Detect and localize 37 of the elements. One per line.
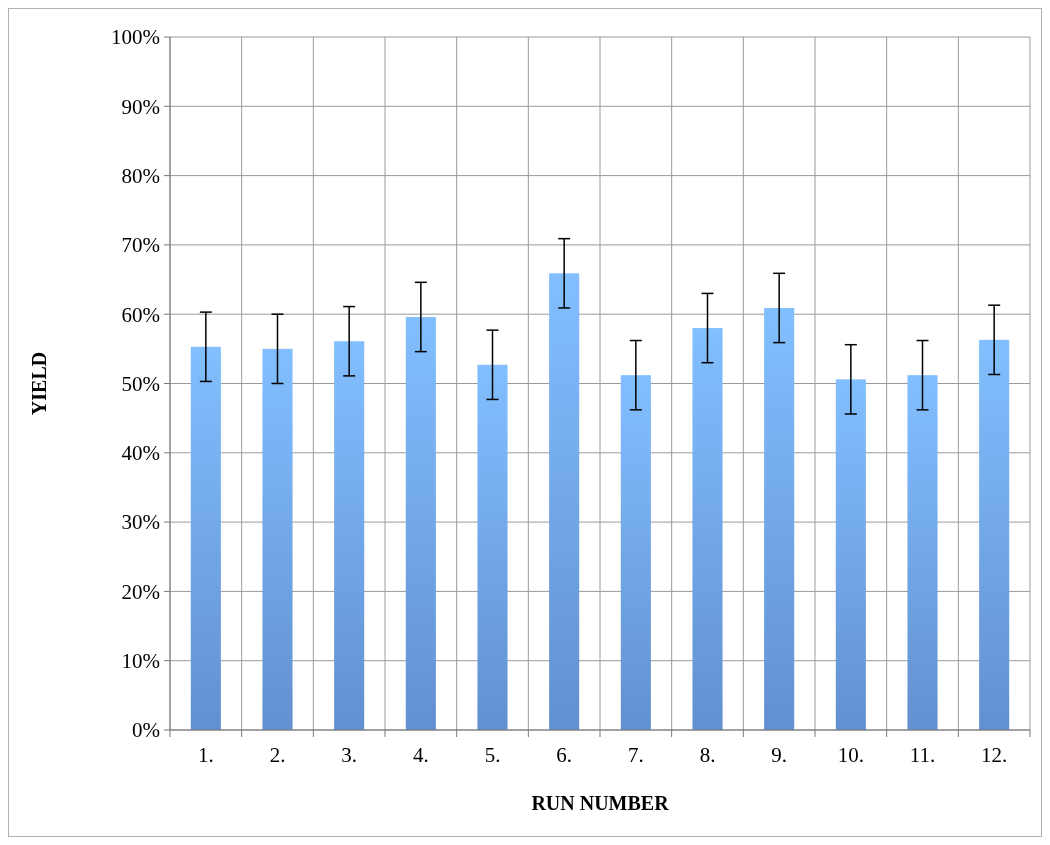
bar — [835, 379, 866, 730]
x-tick-label: 3. — [341, 743, 358, 767]
x-tick-label: 8. — [699, 743, 716, 767]
bar — [477, 364, 508, 730]
y-tick-label: 60% — [121, 302, 160, 327]
y-tick-label: 90% — [121, 94, 160, 119]
x-tick-label: 6. — [556, 743, 573, 767]
y-axis-title: YIELD — [28, 351, 50, 416]
x-tick-label: 12. — [981, 743, 1008, 767]
y-tick-label: 40% — [121, 441, 160, 466]
y-tick-label: 10% — [121, 649, 160, 674]
x-tick-label: 7. — [627, 743, 644, 767]
x-tick-label: 10. — [837, 743, 864, 767]
x-tick-label: 1. — [197, 743, 214, 767]
bar — [405, 316, 436, 730]
x-tick-label: 2. — [269, 743, 286, 767]
bar — [907, 375, 938, 730]
bar — [620, 375, 651, 730]
bar — [190, 346, 221, 730]
x-tick-label: 5. — [484, 743, 501, 767]
y-tick-label: 70% — [121, 233, 160, 258]
x-tick-label: 9. — [771, 743, 788, 767]
y-tick-label: 30% — [121, 510, 160, 535]
bar — [549, 273, 580, 730]
bar — [692, 328, 723, 730]
y-tick-label: 80% — [121, 163, 160, 188]
bar — [334, 341, 365, 730]
bar — [764, 307, 795, 730]
y-tick-label: 0% — [132, 718, 160, 743]
bar — [262, 348, 293, 730]
x-axis-title: RUN NUMBER — [531, 792, 670, 814]
x-tick-label: 11. — [909, 743, 936, 767]
bar — [979, 339, 1010, 730]
y-tick-label: 100% — [111, 25, 160, 50]
y-tick-label: 50% — [121, 371, 160, 396]
y-tick-label: 20% — [121, 579, 160, 604]
x-tick-label: 4. — [412, 743, 429, 767]
